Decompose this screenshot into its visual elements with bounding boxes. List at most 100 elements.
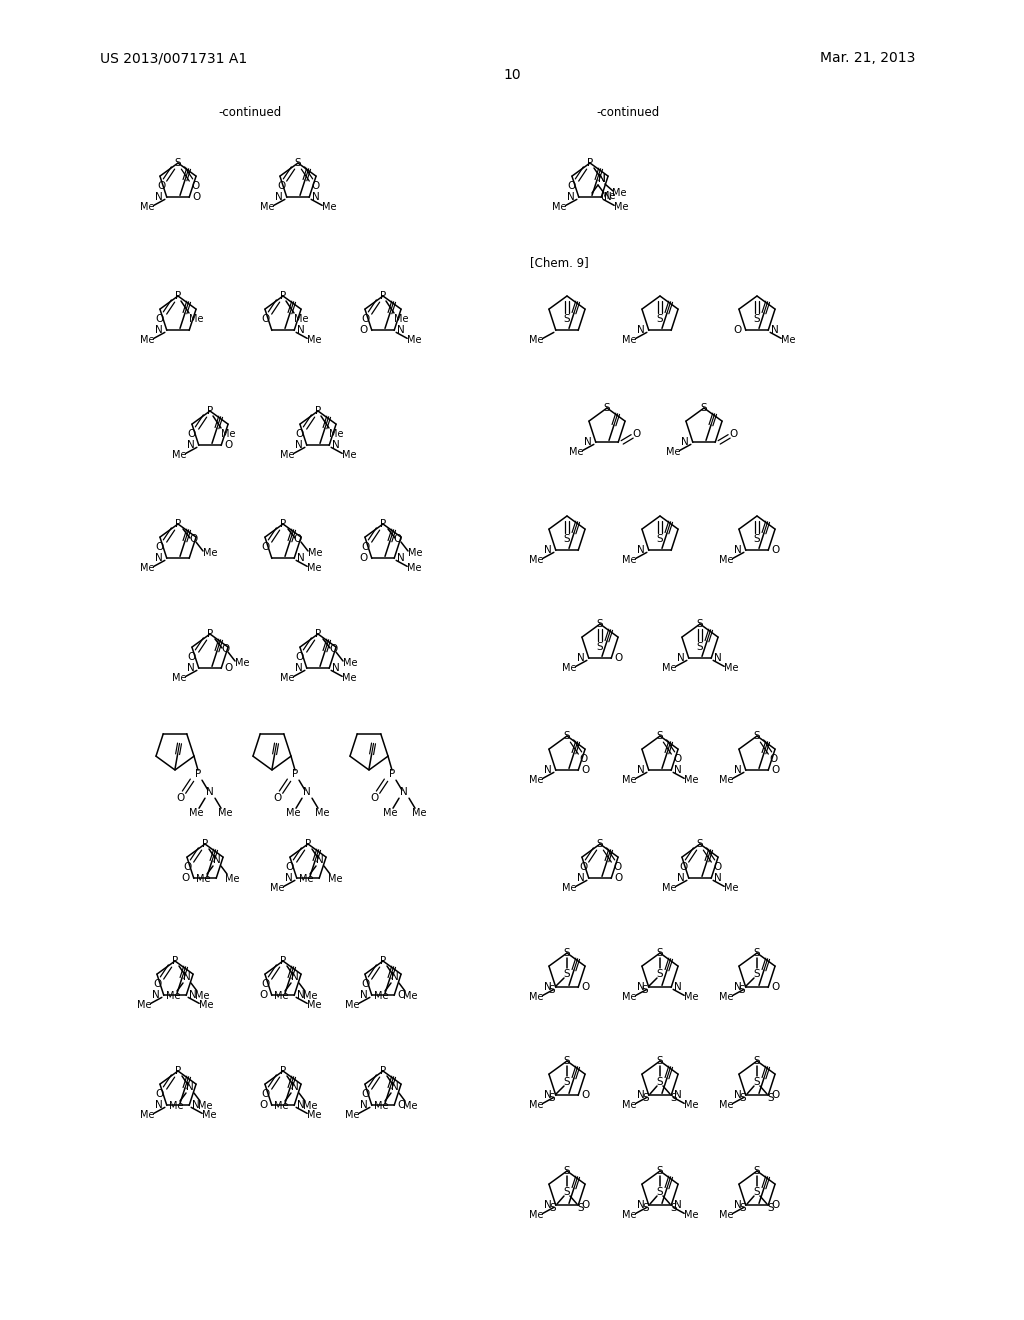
Text: S: S	[696, 840, 703, 849]
Text: P: P	[380, 519, 386, 529]
Text: O: O	[260, 1101, 268, 1110]
Text: Me: Me	[345, 1001, 359, 1010]
Text: Me: Me	[402, 991, 417, 1001]
Text: P: P	[380, 290, 386, 301]
Text: Me: Me	[622, 1210, 636, 1221]
Text: N: N	[677, 653, 685, 664]
Text: N: N	[397, 325, 406, 335]
Text: O: O	[261, 543, 269, 552]
Text: Me: Me	[528, 556, 543, 565]
Text: O: O	[157, 181, 165, 191]
Text: N: N	[297, 1101, 305, 1110]
Text: N: N	[295, 664, 303, 673]
Text: O: O	[771, 1200, 779, 1210]
Text: N: N	[183, 972, 190, 982]
Text: O: O	[296, 429, 304, 440]
Text: P: P	[380, 956, 386, 966]
Text: Me: Me	[684, 1101, 698, 1110]
Text: N: N	[567, 193, 574, 202]
Text: N: N	[155, 1101, 163, 1110]
Text: S: S	[604, 403, 610, 413]
Text: N: N	[637, 766, 645, 775]
Text: Me: Me	[666, 447, 680, 457]
Text: Me: Me	[374, 1101, 388, 1111]
Text: Me: Me	[136, 1001, 152, 1010]
Text: Me: Me	[188, 314, 203, 323]
Text: Mar. 21, 2013: Mar. 21, 2013	[820, 51, 915, 65]
Text: Me: Me	[202, 1110, 216, 1121]
Text: O: O	[734, 325, 742, 335]
Text: Me: Me	[221, 429, 236, 440]
Text: N: N	[189, 990, 197, 1001]
Text: Me: Me	[286, 808, 300, 818]
Text: S: S	[563, 948, 570, 958]
Text: N: N	[297, 553, 305, 564]
Text: N: N	[186, 1082, 194, 1092]
Text: S: S	[656, 948, 664, 958]
Text: N: N	[674, 1200, 682, 1210]
Text: S: S	[549, 1093, 555, 1104]
Text: Me: Me	[139, 564, 154, 573]
Text: Me: Me	[234, 657, 249, 668]
Text: Me: Me	[169, 1101, 183, 1111]
Text: N: N	[297, 325, 305, 335]
Text: P: P	[314, 630, 322, 639]
Text: N: N	[391, 1082, 399, 1092]
Text: N: N	[360, 990, 368, 1001]
Text: Me: Me	[684, 775, 698, 785]
Text: Me: Me	[781, 335, 796, 346]
Text: O: O	[360, 543, 369, 552]
Text: P: P	[389, 770, 395, 779]
Text: N: N	[604, 193, 612, 202]
Text: P: P	[175, 290, 181, 301]
Text: O: O	[183, 862, 191, 873]
Text: Me: Me	[614, 202, 629, 213]
Text: Me: Me	[622, 1101, 636, 1110]
Text: Me: Me	[568, 447, 583, 457]
Text: Me: Me	[719, 556, 733, 565]
Text: P: P	[175, 519, 181, 529]
Text: O: O	[296, 652, 304, 663]
Text: Me: Me	[139, 335, 154, 346]
Text: N: N	[155, 553, 163, 564]
Text: N: N	[295, 441, 303, 450]
Text: O: O	[286, 862, 294, 873]
Text: Me: Me	[139, 1110, 154, 1121]
Text: Me: Me	[322, 202, 337, 213]
Text: Me: Me	[662, 883, 676, 894]
Text: O: O	[614, 653, 623, 664]
Text: Me: Me	[611, 187, 627, 198]
Text: Me: Me	[273, 991, 288, 1001]
Text: Me: Me	[561, 883, 577, 894]
Text: Me: Me	[342, 673, 356, 684]
Text: -continued: -continued	[596, 106, 659, 119]
Text: Me: Me	[374, 991, 388, 1001]
Text: S: S	[754, 314, 760, 323]
Text: P: P	[280, 290, 286, 301]
Text: Me: Me	[601, 191, 615, 201]
Text: -continued: -continued	[218, 106, 282, 119]
Text: S: S	[549, 985, 555, 995]
Text: Me: Me	[294, 314, 308, 323]
Text: O: O	[190, 181, 199, 191]
Text: O: O	[261, 314, 269, 323]
Text: S: S	[768, 1093, 774, 1104]
Text: P: P	[292, 770, 298, 779]
Text: S: S	[597, 840, 603, 849]
Text: Me: Me	[402, 1101, 417, 1111]
Text: Me: Me	[622, 775, 636, 785]
Text: O: O	[359, 325, 368, 335]
Text: S: S	[754, 535, 760, 544]
Text: P: P	[587, 158, 593, 168]
Text: S: S	[754, 1187, 760, 1197]
Text: O: O	[729, 429, 737, 440]
Text: S: S	[175, 158, 181, 168]
Text: Me: Me	[307, 335, 322, 346]
Text: Me: Me	[188, 808, 204, 818]
Text: Me: Me	[528, 1101, 543, 1110]
Text: P: P	[305, 840, 311, 849]
Text: O: O	[771, 766, 779, 775]
Text: S: S	[597, 642, 603, 652]
Text: S: S	[754, 948, 760, 958]
Text: P: P	[202, 840, 208, 849]
